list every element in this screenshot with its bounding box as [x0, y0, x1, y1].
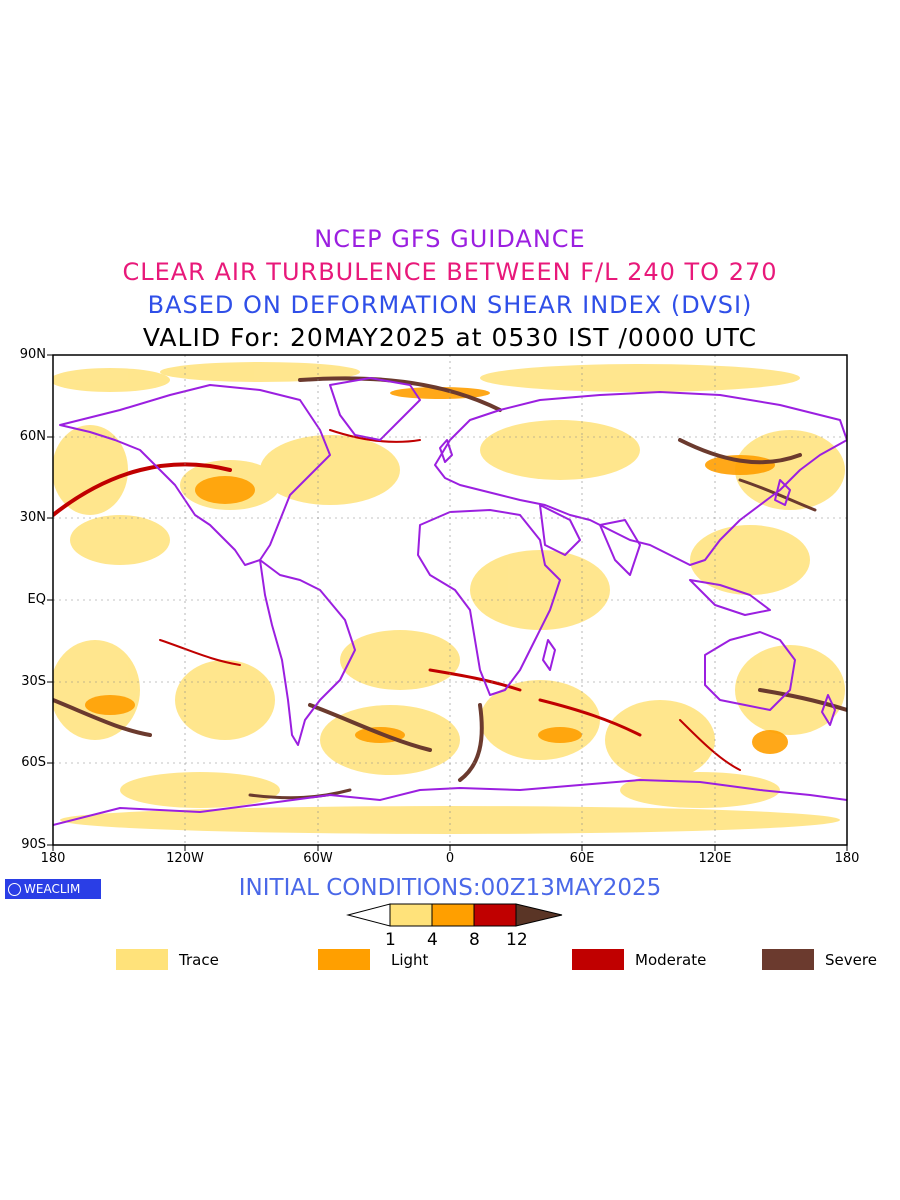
lat-label-60n: 60N	[19, 429, 46, 444]
legend-swatch-trace	[116, 949, 168, 970]
title-line-3: BASED ON DEFORMATION SHEAR INDEX (DVSI)	[147, 291, 753, 319]
colorbar-bin-light	[431, 903, 475, 927]
axis-ticks	[47, 354, 848, 851]
legend-swatch-moderate	[572, 949, 624, 970]
colorbar-bin-trace	[389, 903, 433, 927]
turbulence-shading	[53, 362, 847, 834]
map-panel	[0, 340, 900, 880]
colorbar	[346, 903, 563, 927]
lat-label-30n: 30N	[19, 510, 46, 525]
legend-label-moderate: Moderate	[635, 951, 707, 969]
initial-conditions: INITIAL CONDITIONS:00Z13MAY2025	[238, 875, 662, 901]
legend-label-trace: Trace	[179, 951, 219, 969]
coastlines	[53, 377, 847, 826]
logo-text: WEACLIM	[24, 882, 81, 896]
legend-swatch-light	[318, 949, 370, 970]
colorbar-over-arrow	[515, 903, 563, 927]
lat-label-30s: 30S	[21, 674, 46, 689]
copyright-icon	[8, 882, 21, 896]
lon-label-180w: 180	[40, 851, 66, 866]
colorbar-level-4: 4	[427, 930, 438, 950]
lat-label-eq: EQ	[27, 592, 46, 607]
turbulence-map	[47, 354, 848, 851]
lon-label-60w: 60W	[303, 851, 333, 866]
colorbar-level-8: 8	[469, 930, 480, 950]
colorbar-level-12: 12	[506, 930, 528, 950]
title-line-1: NCEP GFS GUIDANCE	[314, 225, 586, 253]
colorbar-bin-moderate	[473, 903, 517, 927]
colorbar-under-arrow	[346, 903, 391, 927]
weaclim-logo: WEACLIM	[5, 879, 101, 899]
legend-label-severe: Severe	[825, 951, 877, 969]
lon-label-120e: 120E	[698, 851, 732, 866]
legend-label-light: Light	[391, 951, 429, 969]
lon-label-120w: 120W	[166, 851, 204, 866]
lat-label-90s: 90S	[21, 837, 46, 852]
lon-label-0: 0	[445, 851, 455, 866]
lon-label-180e: 180	[834, 851, 860, 866]
legend-swatch-severe	[762, 949, 814, 970]
lat-label-90n: 90N	[19, 347, 46, 362]
colorbar-level-1: 1	[385, 930, 396, 950]
graticule	[53, 355, 847, 845]
valid-time-title: VALID For: 20MAY2025 at 0530 IST /0000 U…	[142, 323, 758, 352]
lat-label-60s: 60S	[21, 755, 46, 770]
title-line-2: CLEAR AIR TURBULENCE BETWEEN F/L 240 TO …	[122, 258, 778, 286]
lon-label-60e: 60E	[569, 851, 595, 866]
